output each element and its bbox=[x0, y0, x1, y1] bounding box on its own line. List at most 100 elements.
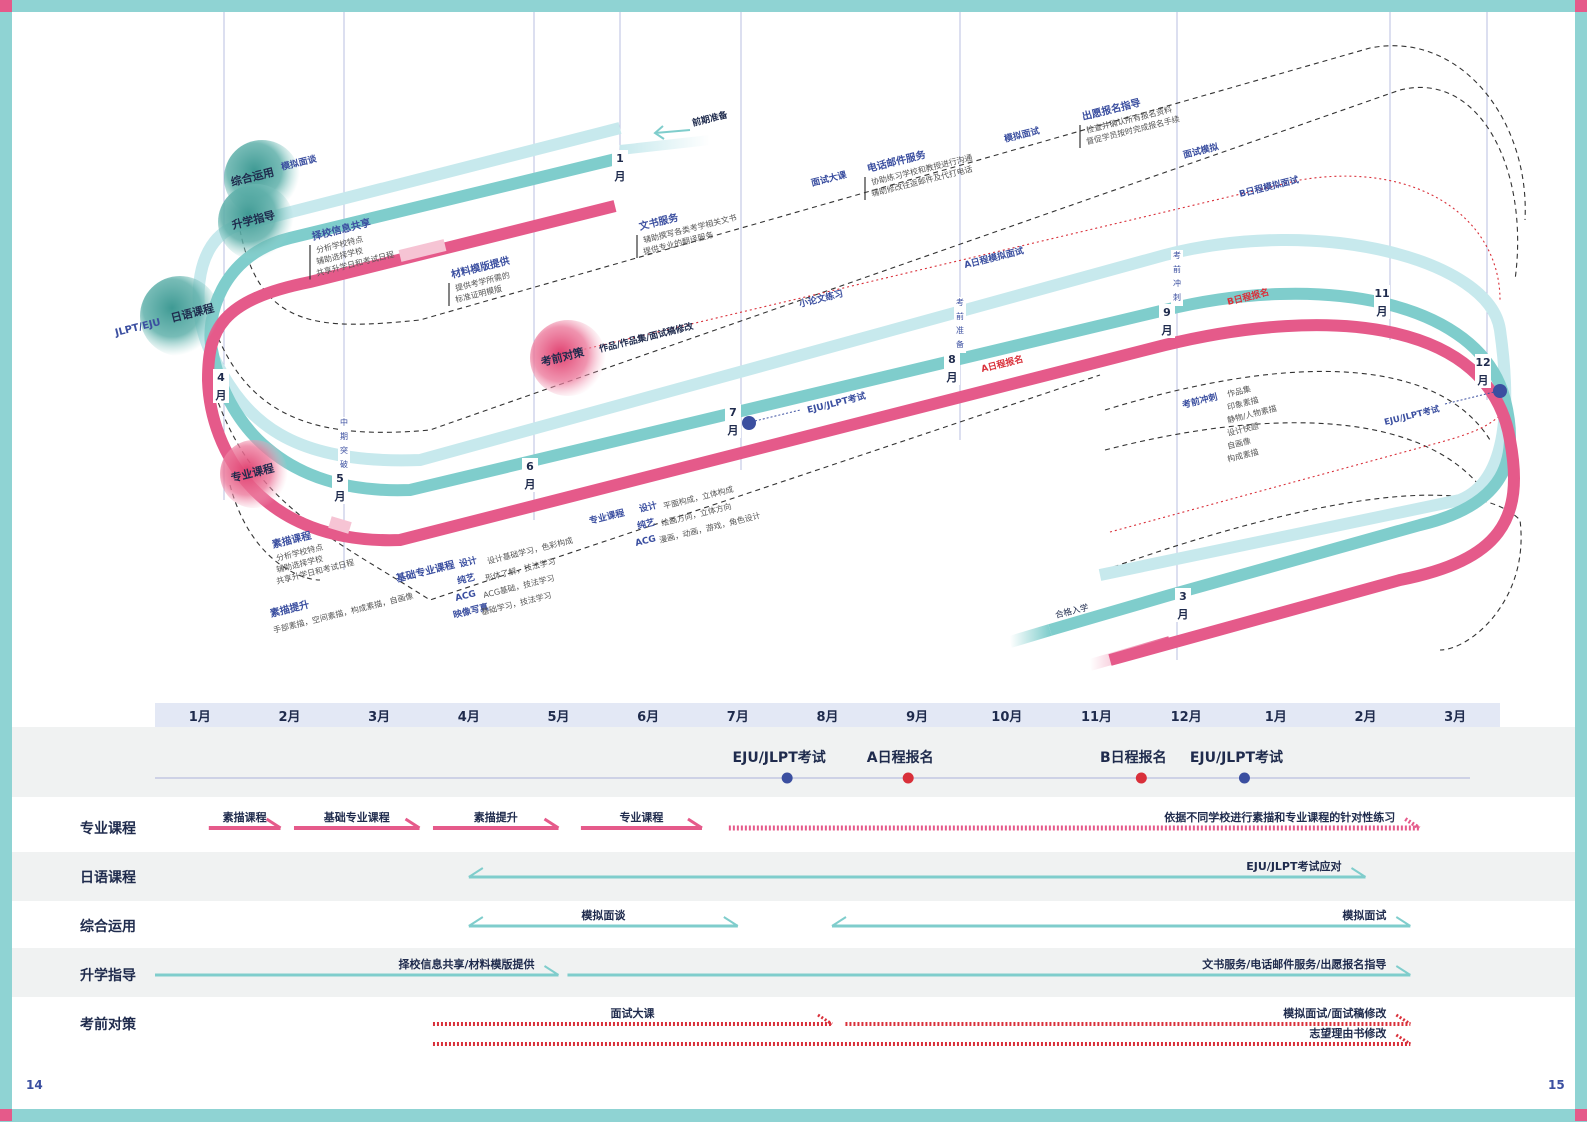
track-fade bbox=[1088, 636, 1172, 671]
frame-corner bbox=[1575, 0, 1587, 12]
vertical-labels: 中期突破 考前准备 考前冲刺 bbox=[338, 250, 1183, 473]
circle-shengxue bbox=[218, 184, 294, 260]
bar-arrowhead bbox=[265, 817, 282, 830]
month-marker-unit: 月 bbox=[1376, 305, 1388, 318]
gantt-bar-label: 素描提升 bbox=[474, 810, 518, 824]
gantt-bar-label: 基础专业课程 bbox=[323, 810, 390, 824]
gantt-bar-label: 文书服务/电话邮件服务/出愿报名指导 bbox=[1202, 957, 1386, 971]
vertical-label-bg bbox=[338, 417, 350, 473]
month-marker-number: 1 bbox=[616, 152, 624, 165]
gantt-month-label: 9月 bbox=[906, 710, 928, 725]
month-marker-number: 9 bbox=[1163, 306, 1171, 319]
circle-zhuanye bbox=[220, 440, 288, 508]
month-marker-number: 3 bbox=[1179, 590, 1187, 603]
gantt-bar-label: EJU/JLPT考试应对 bbox=[1246, 859, 1341, 873]
gantt-bar-label: 模拟面谈 bbox=[581, 908, 626, 922]
circle-riyu bbox=[140, 276, 220, 356]
bar-arrowhead bbox=[543, 965, 560, 976]
gantt-month-label: 7月 bbox=[727, 710, 749, 725]
month-marker-unit: 月 bbox=[946, 371, 958, 384]
gantt-header bbox=[155, 703, 1500, 727]
month-marker-unit: 月 bbox=[1177, 608, 1189, 621]
label-jichu-key: ACG bbox=[454, 589, 477, 604]
month-guides bbox=[223, 12, 1488, 660]
track-pink bbox=[201, 200, 1520, 666]
timeline-diagram: 综合运用 升学指导 日语课程 考前对策 专业课程 JLPT/EJU 1月4月5月… bbox=[113, 12, 1526, 671]
bar-arrowhead bbox=[687, 817, 703, 830]
month-marker-number: 5 bbox=[336, 472, 344, 485]
milestone-dot bbox=[902, 772, 914, 784]
month-marker-bg bbox=[725, 404, 741, 438]
gantt-month-label: 1月 bbox=[189, 710, 211, 725]
label-zhuanye2-key: ACG bbox=[634, 534, 657, 549]
gantt-bar-label: 择校信息共享/材料模版提供 bbox=[398, 957, 534, 971]
month-marker-bg bbox=[522, 458, 538, 492]
gantt-row-label: 日语课程 bbox=[80, 870, 136, 886]
gantt-month-label: 5月 bbox=[547, 710, 569, 725]
month-marker-unit: 月 bbox=[334, 490, 346, 503]
page-number-left: 14 bbox=[26, 1078, 43, 1092]
arrow-left-icon bbox=[653, 125, 691, 140]
frame-right bbox=[1575, 0, 1587, 1122]
month-marker-bg bbox=[332, 470, 348, 504]
bar-arrowhead bbox=[1404, 817, 1421, 830]
gantt-bar-label: 素描课程 bbox=[223, 810, 267, 824]
month-marker-bg bbox=[1159, 304, 1175, 338]
gantt-month-label: 12月 bbox=[1171, 710, 1202, 725]
frame-corner bbox=[0, 0, 12, 12]
course-circles bbox=[140, 140, 606, 508]
month-marker-unit: 月 bbox=[1477, 374, 1489, 387]
milestone-dot bbox=[1238, 772, 1250, 784]
track-highlights bbox=[328, 239, 447, 534]
gantt-row-band bbox=[12, 948, 1575, 997]
frame-corner bbox=[1575, 1109, 1587, 1121]
month-marker-unit: 月 bbox=[215, 389, 227, 402]
milestone-label: EJU/JLPT考试 bbox=[1190, 749, 1283, 766]
circle-kaoqian bbox=[530, 320, 606, 396]
bar-arrowhead bbox=[723, 916, 739, 927]
vertical-label-bg bbox=[1171, 250, 1183, 306]
exam-dot bbox=[1493, 384, 1507, 398]
gantt-bar-label: 模拟面试/面试稿修改 bbox=[1283, 1006, 1387, 1020]
month-marker-number: 4 bbox=[217, 371, 225, 384]
gantt-bar-label: 依据不同学校进行素描和专业课程的针对性练习 bbox=[1164, 810, 1395, 824]
gantt-month-label: 3月 bbox=[368, 710, 390, 725]
bar-arrowhead bbox=[1395, 1013, 1412, 1026]
month-marker-unit: 月 bbox=[524, 478, 536, 491]
gantt-bar-label: 志望理由书修改 bbox=[1309, 1026, 1387, 1040]
gantt-month-label: 6月 bbox=[637, 710, 659, 725]
gantt-bar-label: 模拟面试 bbox=[1342, 908, 1386, 922]
milestone-dot bbox=[1135, 772, 1147, 784]
bar-arrowhead bbox=[543, 817, 560, 830]
gantt-row-label: 综合运用 bbox=[80, 918, 136, 935]
bar-arrowhead bbox=[1395, 1033, 1412, 1046]
vertical-label: 考前准备 bbox=[956, 298, 964, 349]
track-fade bbox=[619, 135, 711, 155]
month-marker-number: 8 bbox=[948, 353, 956, 366]
exam-dash bbox=[1444, 391, 1495, 405]
page-number-right: 15 bbox=[1548, 1078, 1565, 1092]
bar-arrowhead bbox=[1395, 916, 1411, 927]
gantt-month-label: 11月 bbox=[1081, 710, 1112, 725]
month-marker-bg bbox=[1175, 588, 1191, 622]
gantt-row-label: 升学指导 bbox=[80, 967, 136, 984]
month-marker-unit: 月 bbox=[1161, 324, 1173, 337]
gantt-month-label: 10月 bbox=[991, 710, 1022, 725]
milestone-band bbox=[12, 727, 1575, 797]
milestone-label: EJU/JLPT考试 bbox=[733, 749, 826, 766]
bar-arrowhead bbox=[831, 916, 847, 927]
month-marker-bg bbox=[612, 150, 628, 184]
month-marker-unit: 月 bbox=[614, 170, 626, 183]
month-marker-bg bbox=[944, 351, 960, 385]
bar-arrowhead bbox=[817, 1013, 833, 1026]
vertical-label-bg bbox=[954, 297, 966, 353]
vertical-label: 中期突破 bbox=[340, 417, 348, 469]
gantt-bar-label: 专业课程 bbox=[619, 810, 663, 824]
month-marker-bg bbox=[1475, 354, 1491, 388]
gantt-month-label: 2月 bbox=[278, 710, 300, 725]
month-marker-number: 7 bbox=[729, 406, 737, 419]
milestone-dot bbox=[781, 772, 793, 784]
frame-top bbox=[0, 0, 1587, 12]
gantt-month-label: 8月 bbox=[816, 710, 838, 725]
